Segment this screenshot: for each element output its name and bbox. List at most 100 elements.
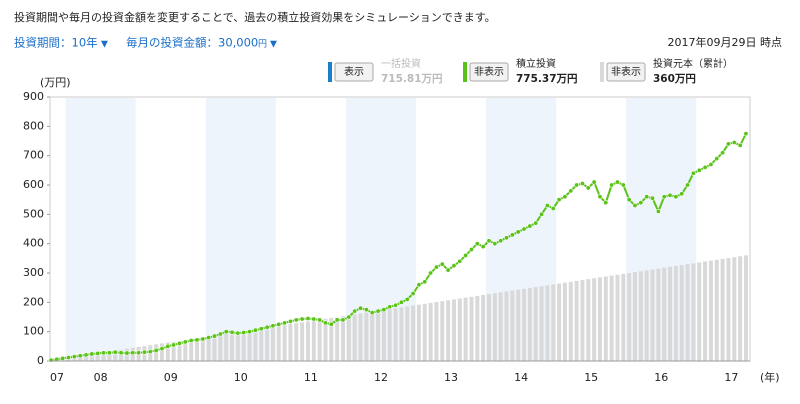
point [66, 354, 72, 360]
principal-bar [516, 289, 521, 361]
principal-bar [568, 281, 573, 361]
amount-arrow[interactable]: ▼ [270, 40, 277, 50]
legend-button-label[interactable]: 表示 [344, 65, 364, 78]
point [451, 263, 457, 269]
point [690, 170, 696, 176]
principal-bar [171, 341, 176, 361]
point [369, 310, 375, 316]
principal-bar [311, 320, 316, 361]
point [632, 203, 638, 209]
point [486, 238, 492, 244]
x-tick-label: 13 [444, 371, 458, 384]
year-band [205, 98, 276, 361]
principal-bar [422, 303, 427, 361]
point [504, 235, 510, 241]
legend-total: 775.37万円 [516, 73, 578, 85]
principal-bar [358, 313, 363, 361]
principal-bar [644, 270, 649, 361]
legend-button[interactable] [469, 62, 509, 82]
x-tick-label: 10 [234, 371, 248, 384]
principal-bar [510, 290, 515, 361]
point [165, 343, 171, 349]
principal-bar [329, 317, 334, 361]
point [252, 327, 258, 333]
principal-bar [457, 298, 462, 361]
point [89, 351, 95, 357]
x-tick-label: 11 [304, 371, 318, 384]
principal-bar [230, 332, 235, 361]
legend-button-label[interactable]: 非表示 [474, 65, 504, 78]
year-band [626, 98, 697, 361]
period-select[interactable]: 投資期間：10年 [14, 36, 98, 50]
principal-bar [346, 315, 351, 361]
principal-bar [253, 329, 258, 361]
point [521, 226, 527, 232]
principal-bar [551, 284, 556, 361]
principal-bar [224, 333, 229, 361]
principal-bar [341, 316, 345, 361]
principal-bar [89, 353, 94, 361]
point [141, 349, 147, 355]
period-arrow[interactable]: ▼ [101, 40, 108, 50]
principal-bar [603, 276, 608, 361]
point [352, 308, 358, 314]
y-tick-label: 400 [23, 237, 44, 250]
amount-unit[interactable]: 円 [258, 39, 267, 50]
point [544, 203, 550, 209]
principal-bar [95, 353, 100, 361]
point [311, 316, 317, 322]
principal-bar [265, 327, 270, 361]
point [550, 205, 556, 211]
point [153, 347, 159, 353]
intro-text: 投資期間や毎月の投資金額を変更することで、過去の積立投資効果をシミュレーションで… [14, 10, 496, 24]
point [463, 252, 469, 258]
point [381, 307, 387, 313]
point [247, 329, 253, 335]
point [136, 350, 142, 356]
principal-bar [177, 340, 182, 361]
point [474, 241, 480, 247]
principal-bar [317, 319, 322, 361]
point [60, 355, 66, 361]
amount-select[interactable]: 毎月の投資金額：30,000 [126, 36, 258, 50]
point [147, 349, 153, 355]
principal-bar [703, 261, 708, 361]
point [171, 342, 177, 348]
point [498, 238, 504, 244]
legend-button[interactable] [334, 62, 374, 82]
as-of-date: 2017年09月29日 時点 [668, 35, 783, 49]
principal-bar [504, 291, 509, 361]
point [655, 208, 661, 214]
principal-bar [247, 330, 252, 361]
principal-bar [487, 294, 491, 361]
point [539, 211, 545, 217]
principal-bar [335, 317, 340, 361]
point [387, 304, 393, 310]
point [159, 346, 165, 352]
x-tick-label: 16 [654, 371, 668, 384]
point [708, 161, 714, 167]
principal-bar [574, 280, 579, 361]
point [340, 317, 346, 323]
y-tick-label: 600 [23, 178, 44, 191]
point [270, 323, 276, 329]
principal-bar [656, 268, 661, 361]
y-tick-label: 200 [23, 295, 44, 308]
point [322, 320, 328, 326]
principal-bar [370, 311, 375, 361]
principal-bar [288, 324, 293, 361]
legend-button[interactable] [606, 62, 646, 82]
principal-bar [726, 258, 731, 361]
point [293, 317, 299, 323]
point [702, 164, 708, 170]
point [375, 308, 381, 314]
legend-button-label[interactable]: 非表示 [611, 65, 641, 78]
point [725, 141, 731, 147]
principal-bar [586, 279, 591, 361]
principal-bar [738, 256, 743, 361]
point [71, 354, 77, 360]
point [597, 194, 603, 200]
point [235, 330, 241, 336]
point [328, 321, 334, 327]
point [77, 353, 83, 359]
